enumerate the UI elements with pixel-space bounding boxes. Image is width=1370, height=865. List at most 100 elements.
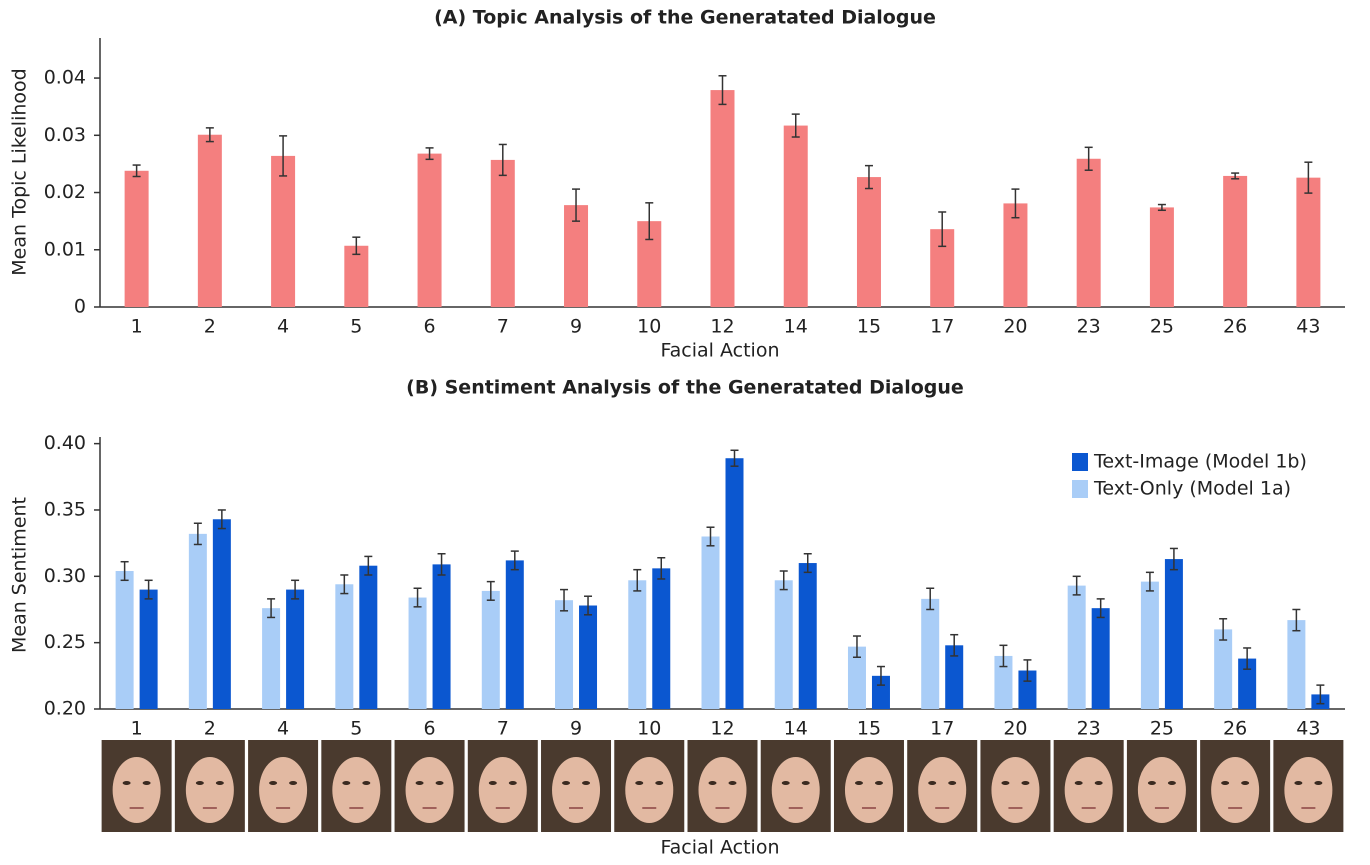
face <box>406 757 454 823</box>
x-tick-label: 15 <box>857 316 881 338</box>
bar <box>799 563 817 709</box>
eye <box>416 781 424 785</box>
x-tick-label: 4 <box>277 316 289 338</box>
eye <box>342 781 350 785</box>
x-tick-label: 7 <box>497 316 509 338</box>
bar <box>775 580 793 709</box>
face <box>1065 757 1113 823</box>
chart-title: (B) Sentiment Analysis of the Generatate… <box>406 377 964 399</box>
x-tick-label: 43 <box>1296 718 1320 740</box>
x-tick-label: 5 <box>350 316 362 338</box>
bar <box>1165 559 1183 709</box>
x-tick-label: 23 <box>1077 316 1101 338</box>
x-tick-label: 25 <box>1150 718 1174 740</box>
bar <box>125 171 149 307</box>
face <box>479 757 527 823</box>
bar <box>1214 629 1232 709</box>
eye <box>123 781 131 785</box>
bar <box>702 537 720 709</box>
x-tick-label: 9 <box>570 718 582 740</box>
y-axis-label: Mean Sentiment <box>9 497 31 653</box>
bar <box>1068 586 1086 709</box>
bar <box>418 154 442 307</box>
x-tick-label: 5 <box>350 718 362 740</box>
bar <box>140 590 158 709</box>
y-tick-label: 0.35 <box>44 498 86 520</box>
eye <box>855 781 863 785</box>
bar <box>491 160 515 307</box>
eye <box>635 781 643 785</box>
x-tick-label: 17 <box>930 316 954 338</box>
x-tick-label: 1 <box>131 316 143 338</box>
figure: (A) Topic Analysis of the Generatated Di… <box>0 0 1370 861</box>
legend-swatch <box>1072 480 1088 498</box>
x-tick-label: 2 <box>204 718 216 740</box>
eye <box>782 781 790 785</box>
face <box>1211 757 1259 823</box>
x-tick-label: 26 <box>1223 316 1247 338</box>
eye <box>509 781 517 785</box>
legend-swatch <box>1072 453 1088 471</box>
eye <box>489 781 497 785</box>
bar <box>1287 620 1305 709</box>
y-tick-label: 0.20 <box>44 698 86 720</box>
bar <box>409 598 427 709</box>
x-tick-label: 10 <box>637 316 661 338</box>
eye <box>709 781 717 785</box>
eye <box>196 781 204 785</box>
bar <box>286 590 304 709</box>
x-tick-label: 14 <box>784 316 808 338</box>
x-tick-label: 17 <box>930 718 954 740</box>
eye <box>216 781 224 785</box>
bar <box>482 591 500 709</box>
bar <box>711 90 735 307</box>
eye <box>362 781 370 785</box>
face <box>1138 757 1186 823</box>
eye <box>562 781 570 785</box>
x-tick-label: 6 <box>424 316 436 338</box>
x-tick-label: 1 <box>131 718 143 740</box>
eye <box>1314 781 1322 785</box>
y-tick-label: 0.03 <box>44 124 86 146</box>
face <box>1284 757 1332 823</box>
bar <box>921 599 939 709</box>
eye <box>655 781 663 785</box>
bar <box>189 534 207 709</box>
bar <box>1003 203 1027 307</box>
bar <box>271 156 295 307</box>
x-tick-label: 9 <box>570 316 582 338</box>
bar <box>555 600 573 709</box>
eye <box>289 781 297 785</box>
eye <box>928 781 936 785</box>
x-tick-label: 43 <box>1296 316 1320 338</box>
bar <box>359 566 377 709</box>
eye <box>729 781 737 785</box>
eye <box>1241 781 1249 785</box>
x-axis-label: Facial Action <box>660 340 779 362</box>
x-tick-label: 4 <box>277 718 289 740</box>
bar <box>579 606 597 709</box>
eye <box>143 781 151 785</box>
y-tick-label: 0.02 <box>44 181 86 203</box>
x-tick-label: 12 <box>710 718 734 740</box>
face <box>625 757 673 823</box>
eye <box>875 781 883 785</box>
bar <box>335 584 353 709</box>
legend-label: Text-Image (Model 1b) <box>1093 451 1307 473</box>
face <box>918 757 966 823</box>
y-tick-label: 0.25 <box>44 631 86 653</box>
bar <box>857 177 881 307</box>
bar <box>784 126 808 307</box>
face <box>332 757 380 823</box>
eye <box>436 781 444 785</box>
bar <box>1223 176 1247 307</box>
y-tick-label: 0.40 <box>44 432 86 454</box>
x-tick-label: 20 <box>1003 718 1027 740</box>
bar <box>262 608 280 709</box>
x-tick-label: 20 <box>1003 316 1027 338</box>
bar <box>628 580 646 709</box>
x-tick-label: 12 <box>710 316 734 338</box>
bar <box>506 560 524 709</box>
bar <box>198 135 222 307</box>
bar <box>213 519 231 709</box>
